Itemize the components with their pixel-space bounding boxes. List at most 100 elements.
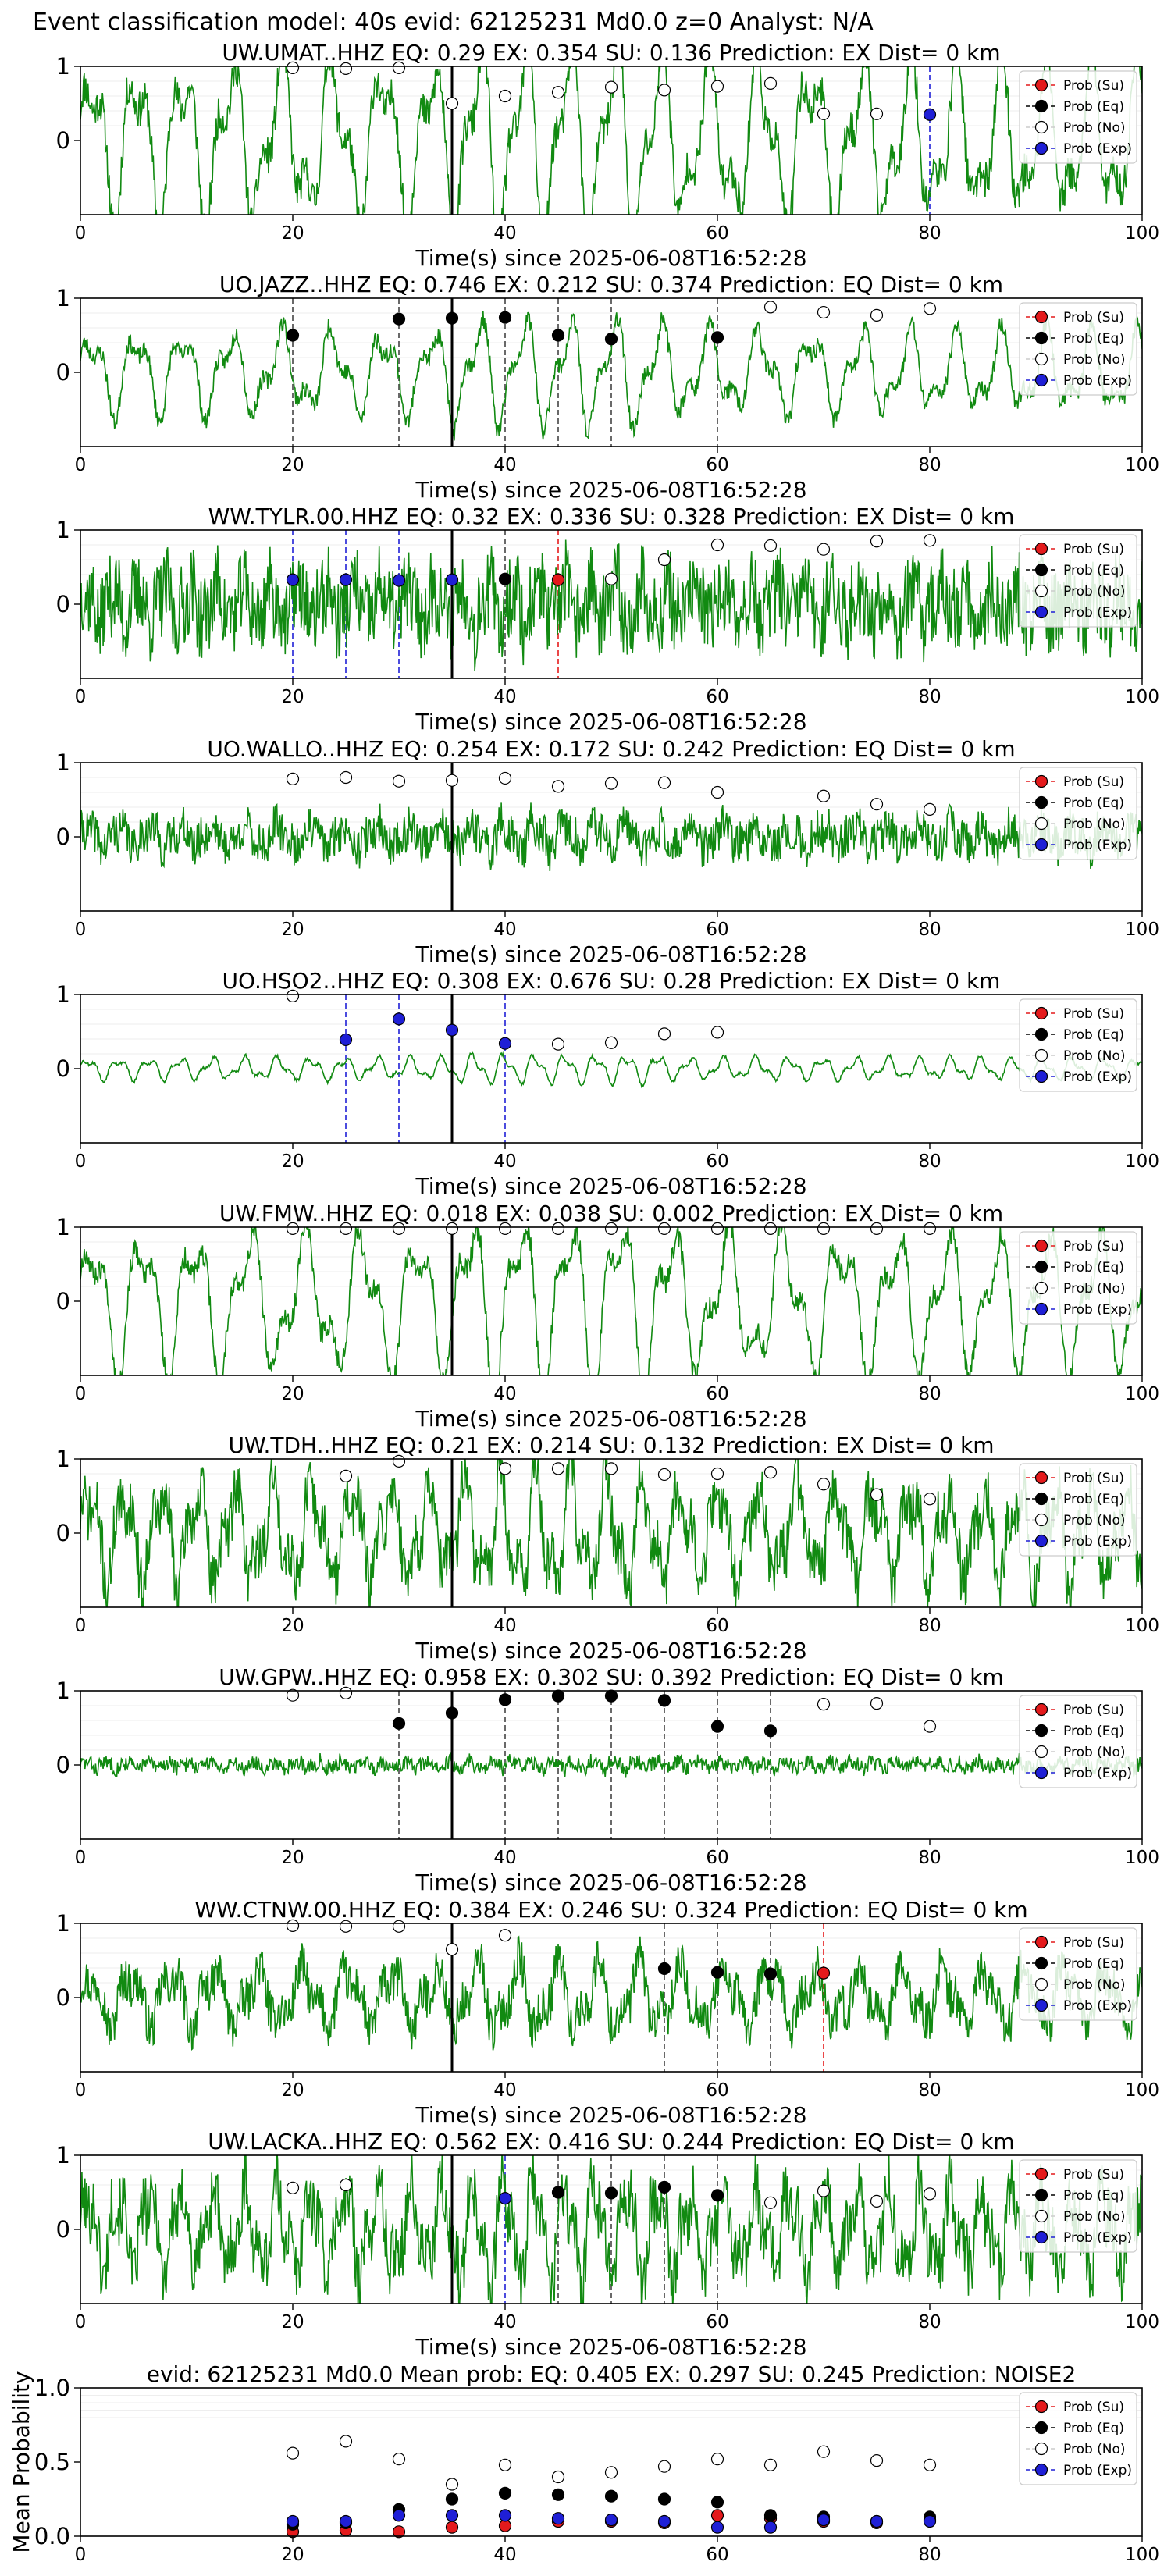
- panel-title: UO.WALLO..HHZ EQ: 0.254 EX: 0.172 SU: 0.…: [207, 736, 1015, 762]
- y-tick-label: 0: [56, 127, 70, 154]
- legend-label-no: Prob (No): [1063, 352, 1126, 368]
- x-tick-label: 20: [281, 2312, 304, 2332]
- legend-marker-exp: [1034, 1534, 1048, 1548]
- prob-point-su: [551, 573, 565, 586]
- panel-7: 0 20 40 60 80 100 0 1 UW.TDH..HHZ EQ: 0.21 EX: 0…: [56, 1432, 1159, 1663]
- panel-title: UO.HSO2..HHZ EQ: 0.308 EX: 0.676 SU: 0.2…: [222, 968, 1001, 994]
- x-tick-label: 20: [281, 2080, 304, 2101]
- prob-point-no: [870, 798, 884, 811]
- mean-prob-point-exp: [923, 2514, 937, 2528]
- x-axis-label: Time(s) since 2025-06-08T16:52:28: [415, 1638, 806, 1663]
- x-tick-label: 60: [706, 1848, 728, 1868]
- mean-prob-point-eq: [445, 2492, 459, 2506]
- prob-point-no: [870, 107, 884, 120]
- prob-point-no: [870, 308, 884, 322]
- legend-label-exp: Prob (Exp): [1063, 1534, 1132, 1550]
- legend-label-eq: Prob (Eq): [1063, 1027, 1124, 1043]
- legend-marker-exp: [1034, 2463, 1048, 2477]
- x-tick-label: 60: [706, 687, 728, 707]
- x-tick-label: 100: [1125, 1151, 1159, 1172]
- mean-prob-point-eq: [498, 2486, 512, 2500]
- prob-point-no: [445, 1943, 459, 1956]
- x-axis-label: Time(s) since 2025-06-08T16:52:28: [415, 245, 806, 271]
- mean-prob-point-no: [923, 2458, 937, 2471]
- prob-point-exp: [339, 573, 353, 586]
- panel-title: UW.TDH..HHZ EQ: 0.21 EX: 0.214 SU: 0.132…: [229, 1432, 995, 1458]
- x-tick-label: 80: [918, 687, 941, 707]
- legend-label-eq: Prob (Eq): [1063, 1724, 1124, 1739]
- prob-point-eq: [710, 1966, 724, 1979]
- x-tick-label: 20: [281, 2545, 304, 2565]
- mean-prob-point-no: [604, 2466, 618, 2479]
- y-tick-label: 0: [56, 1288, 70, 1315]
- panel-title: UO.JAZZ..HHZ EQ: 0.746 EX: 0.212 SU: 0.3…: [219, 272, 1003, 297]
- legend-label-exp: Prob (Exp): [1063, 2230, 1132, 2246]
- mean-prob-point-no: [286, 2446, 300, 2460]
- prob-point-no: [817, 789, 831, 802]
- legend-box: [1019, 2159, 1137, 2253]
- x-tick-label: 0: [75, 455, 87, 475]
- x-tick-label: 80: [918, 1616, 941, 1636]
- x-tick-label: 80: [918, 1848, 941, 1868]
- x-tick-label: 0: [75, 920, 87, 940]
- x-tick-label: 40: [493, 2312, 516, 2332]
- x-tick-label: 60: [706, 1384, 728, 1404]
- x-tick-label: 40: [493, 2080, 516, 2101]
- legend-box: [1019, 1231, 1137, 1325]
- legend-label-eq: Prob (Eq): [1063, 1956, 1124, 1972]
- prob-point-no: [551, 1222, 565, 1236]
- prob-point-no: [710, 1222, 724, 1236]
- legend-label-no: Prob (No): [1063, 584, 1126, 600]
- plot-area: [80, 1227, 1142, 1375]
- x-tick-label: 80: [918, 1151, 941, 1172]
- panel-8: 0 20 40 60 80 100 0 1 UW.GPW..HHZ EQ: 0.958 EX: …: [56, 1664, 1159, 1895]
- prob-point-eq: [763, 1967, 778, 1980]
- prob-point-eq: [657, 2180, 671, 2194]
- legend: Prob (Su) Prob (Eq) Prob (No) Prob (Exp): [1019, 767, 1137, 860]
- mean-prob-point-no: [392, 2453, 406, 2466]
- prob-point-no: [923, 302, 937, 315]
- y-tick-label: 1: [56, 1446, 70, 1472]
- legend-marker-eq: [1034, 1260, 1048, 1274]
- prob-point-no: [870, 1697, 884, 1710]
- x-tick-label: 60: [706, 223, 728, 244]
- legend-label-no: Prob (No): [1063, 1513, 1126, 1528]
- x-axis-label: Time(s) since 2025-06-08T16:52:28: [415, 477, 806, 503]
- legend-marker-su: [1034, 2400, 1048, 2414]
- x-tick-label: 80: [918, 223, 941, 244]
- mean-prob-point-su: [445, 2521, 459, 2534]
- legend-label-su: Prob (Su): [1063, 1006, 1124, 1022]
- mean-prob-point-exp: [286, 2514, 300, 2528]
- x-tick-label: 100: [1125, 920, 1159, 940]
- legend-box: [1019, 302, 1137, 396]
- waveform-trace: [80, 802, 1142, 872]
- x-tick-label: 80: [918, 1384, 941, 1404]
- y-tick-label: 1: [56, 2142, 70, 2169]
- legend-marker-eq: [1034, 1956, 1048, 1970]
- figure-title: Event classification model: 40s evid: 62…: [33, 9, 874, 36]
- panel-title: UW.UMAT..HHZ EQ: 0.29 EX: 0.354 SU: 0.13…: [222, 40, 1000, 66]
- legend-label-su: Prob (Su): [1063, 310, 1124, 326]
- prob-point-no: [817, 1222, 831, 1236]
- prob-point-no: [763, 539, 778, 553]
- legend-marker-eq: [1034, 2188, 1048, 2202]
- prob-point-no: [392, 61, 406, 75]
- y-tick-label: 0: [56, 359, 70, 386]
- waveform-trace: [80, 310, 1142, 441]
- mean-prob-point-no: [498, 2458, 512, 2471]
- legend-label-su: Prob (Su): [1063, 1471, 1124, 1486]
- prob-point-no: [710, 1467, 724, 1481]
- mean-prob-point-no: [817, 2445, 831, 2458]
- legend-label-no: Prob (No): [1063, 2442, 1126, 2457]
- legend-marker-exp: [1034, 141, 1048, 155]
- panel-1: 0 20 40 60 80 100 0 1 UW.UMAT..HHZ EQ: 0.29 EX: …: [56, 40, 1159, 271]
- prob-point-no: [498, 1929, 512, 1942]
- x-axis-label: Time(s) since 2025-06-08T16:52:28: [415, 941, 806, 967]
- prob-point-no: [870, 1222, 884, 1236]
- legend-marker-exp: [1034, 1998, 1048, 2012]
- prob-point-eq: [445, 1706, 459, 1720]
- x-tick-label: 20: [281, 1616, 304, 1636]
- x-tick-label: 80: [918, 920, 941, 940]
- x-tick-label: 0: [75, 2545, 87, 2565]
